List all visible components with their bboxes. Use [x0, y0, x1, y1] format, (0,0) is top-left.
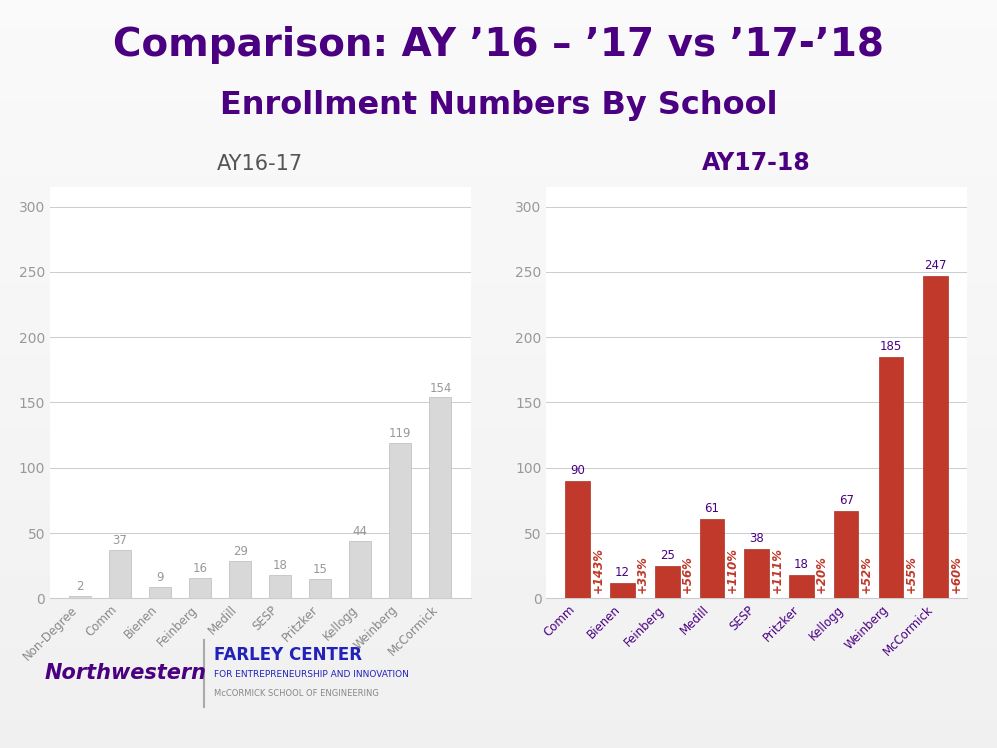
Text: 15: 15 [313, 563, 328, 576]
Bar [349, 541, 371, 598]
Text: +56%: +56% [681, 555, 694, 593]
Text: 25: 25 [660, 549, 675, 562]
Text: Enrollment Numbers By School: Enrollment Numbers By School [219, 90, 778, 120]
Bar [430, 397, 452, 598]
Text: +60%: +60% [949, 555, 962, 593]
Bar [109, 550, 131, 598]
Bar [390, 443, 412, 598]
Text: +52%: +52% [859, 555, 872, 593]
Bar [309, 579, 331, 598]
Text: FARLEY CENTER: FARLEY CENTER [214, 646, 362, 663]
Bar [150, 586, 171, 598]
Text: 18: 18 [794, 558, 809, 571]
Text: 90: 90 [570, 464, 585, 477]
Bar [923, 276, 948, 598]
Text: +33%: +33% [636, 555, 649, 593]
Text: 61: 61 [705, 502, 720, 515]
Text: +20%: +20% [816, 555, 829, 593]
Bar [833, 511, 858, 598]
Text: +110%: +110% [726, 548, 739, 593]
Bar [790, 575, 814, 598]
Text: 247: 247 [924, 259, 947, 272]
Text: 37: 37 [113, 535, 128, 548]
Title: AY17-18: AY17-18 [702, 151, 812, 175]
Bar [565, 481, 590, 598]
Text: +143%: +143% [591, 548, 604, 593]
Text: 119: 119 [389, 427, 412, 441]
Text: 38: 38 [750, 532, 764, 545]
Text: 12: 12 [615, 565, 630, 579]
Text: FOR ENTREPRENEURSHIP AND INNOVATION: FOR ENTREPRENEURSHIP AND INNOVATION [214, 670, 409, 679]
Title: AY16-17: AY16-17 [217, 154, 303, 174]
Bar [700, 518, 724, 598]
Text: 2: 2 [76, 580, 84, 593]
Bar [189, 577, 211, 598]
Bar [745, 549, 769, 598]
Text: McCORMICK SCHOOL OF ENGINEERING: McCORMICK SCHOOL OF ENGINEERING [214, 689, 379, 698]
Text: 29: 29 [232, 545, 247, 558]
Text: 185: 185 [879, 340, 902, 353]
Text: Northwestern: Northwestern [45, 663, 206, 683]
Text: 18: 18 [273, 560, 288, 572]
Bar [269, 575, 291, 598]
Bar [229, 560, 251, 598]
Text: 67: 67 [838, 494, 853, 507]
Text: Comparison: AY ’16 – ’17 vs ’17-’18: Comparison: AY ’16 – ’17 vs ’17-’18 [113, 26, 884, 64]
Text: 44: 44 [353, 525, 368, 539]
Bar [610, 583, 635, 598]
Text: +111%: +111% [771, 548, 784, 593]
Bar [69, 596, 91, 598]
Text: 16: 16 [192, 562, 207, 575]
Bar [655, 565, 680, 598]
Text: 9: 9 [157, 571, 164, 584]
Text: +55%: +55% [904, 555, 917, 593]
Text: 154: 154 [430, 381, 452, 395]
Bar [878, 357, 903, 598]
